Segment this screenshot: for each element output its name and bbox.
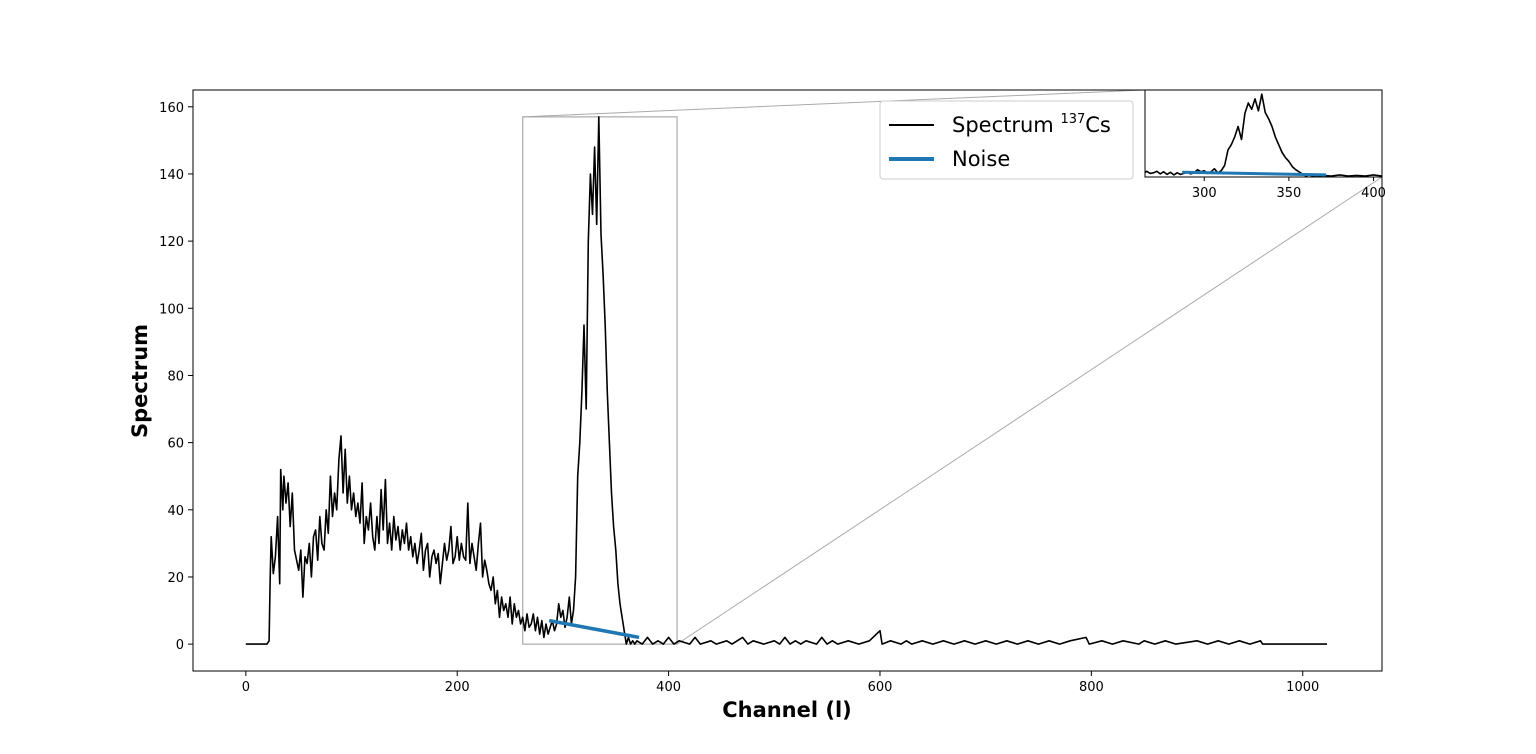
x-axis-title: Channel (l) (722, 698, 852, 722)
y-tick-label: 0 (176, 638, 184, 653)
y-axis-ticks: 0 20 40 60 80 100 120 140 160 (159, 101, 193, 653)
inset-x-tick-label: 350 (1276, 186, 1301, 201)
spectrum-line (245, 116, 1327, 645)
y-tick-label: 120 (159, 235, 184, 250)
zoom-connector-top (522, 89, 1146, 118)
x-axis-ticks: 0 200 400 600 800 1000 (242, 671, 1319, 695)
x-tick-label: 600 (868, 680, 893, 695)
noise-line (548, 618, 640, 640)
legend-spectrum-superscript: 137 (1060, 112, 1085, 127)
legend: Spectrum 137Cs Noise (879, 100, 1134, 180)
y-tick-label: 100 (159, 302, 184, 317)
zoom-indicator (522, 89, 1383, 645)
inset-noise-line (1182, 170, 1327, 177)
legend-noise-label: Noise (952, 147, 1010, 171)
y-tick-label: 80 (167, 369, 184, 384)
inset-x-tick-label: 300 (1192, 186, 1217, 201)
y-tick-label: 140 (159, 168, 184, 183)
main-series-group (245, 116, 1327, 645)
zoom-connector-bottom (676, 176, 1383, 645)
inset-spectrum-line (1145, 93, 1382, 177)
inset-chart: 300 350 400 (1144, 89, 1386, 201)
inset-x-ticks: 300 350 400 (1192, 177, 1386, 201)
zoom-box (522, 116, 678, 645)
x-tick-label: 800 (1079, 680, 1104, 695)
axes-frame (192, 89, 1383, 672)
y-tick-label: 60 (167, 437, 184, 452)
legend-spectrum-element: Cs (1085, 113, 1111, 137)
x-tick-label: 0 (242, 680, 250, 695)
y-axis-title: Spectrum (128, 324, 152, 438)
inset-series-group (1145, 93, 1382, 177)
legend-spectrum-label: Spectrum 137Cs (952, 112, 1111, 137)
y-tick-label: 20 (167, 571, 184, 586)
inset-frame (1144, 89, 1383, 178)
legend-spectrum-text: Spectrum (952, 113, 1060, 137)
y-tick-label: 40 (167, 504, 184, 519)
y-tick-label: 160 (159, 101, 184, 116)
plot-area (193, 90, 1382, 671)
x-tick-label: 400 (656, 680, 681, 695)
legend-frame (879, 100, 1134, 180)
inset-x-tick-label: 400 (1361, 186, 1386, 201)
x-tick-label: 1000 (1286, 680, 1319, 695)
x-tick-label: 200 (445, 680, 470, 695)
